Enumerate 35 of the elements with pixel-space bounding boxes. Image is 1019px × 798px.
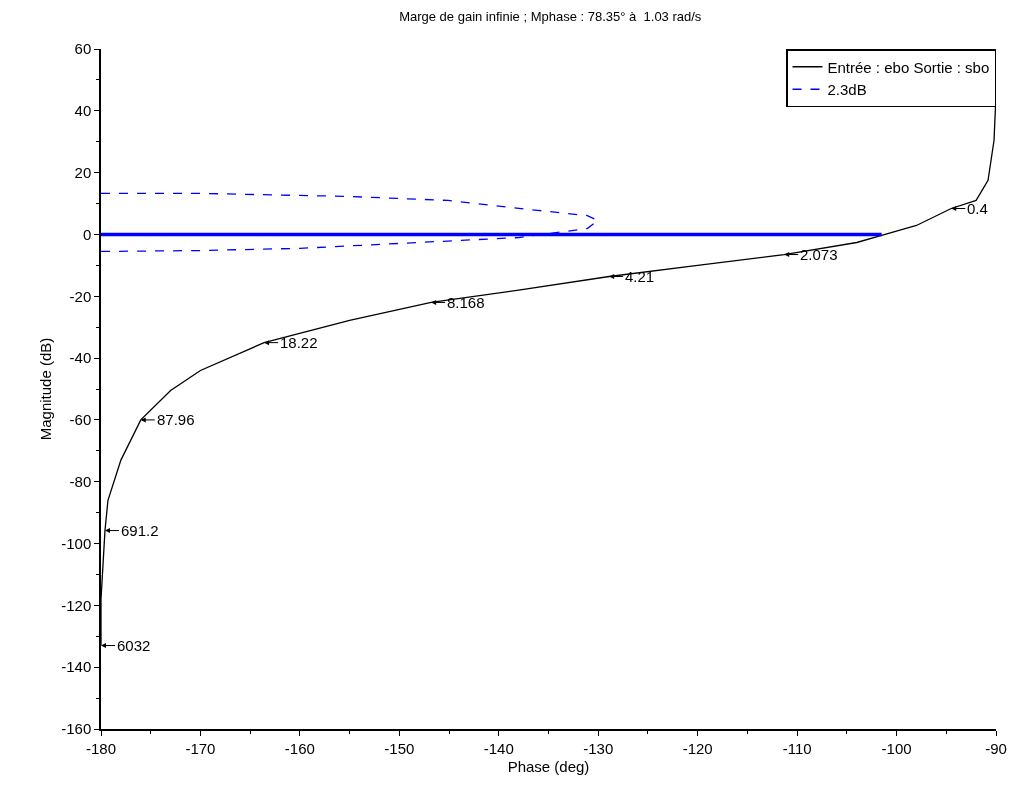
y-tick-label: -20 bbox=[69, 287, 92, 305]
annotation: 691.2 bbox=[121, 522, 159, 539]
x-tick-label: -180 bbox=[85, 739, 117, 757]
y-tick-label: 20 bbox=[74, 163, 92, 181]
x-tick-label: -110 bbox=[782, 739, 812, 757]
x-tick-label: -170 bbox=[185, 739, 216, 757]
y-tick-label: 60 bbox=[74, 40, 92, 58]
x-axis-title: Phase (deg) bbox=[507, 758, 590, 776]
y-tick-label: 40 bbox=[74, 102, 92, 120]
y-tick-label: -100 bbox=[61, 534, 92, 552]
x-tick-label: -90 bbox=[985, 739, 1007, 757]
x-tick-label: -150 bbox=[384, 739, 415, 757]
x-tick-label: -160 bbox=[284, 739, 315, 757]
annotation: 18.22 bbox=[280, 334, 318, 351]
legend-label: Entrée : ebo Sortie : sbo bbox=[827, 58, 990, 76]
x-tick-label: -140 bbox=[483, 739, 514, 757]
annotation: 87.96 bbox=[157, 411, 195, 428]
legend-label: 2.3dB bbox=[827, 81, 867, 99]
y-tick-label: -140 bbox=[61, 658, 92, 676]
y-tick-label: -120 bbox=[61, 596, 92, 614]
x-tick-label: -130 bbox=[583, 739, 614, 757]
annotation: 2.073 bbox=[800, 246, 838, 263]
annotation: 8.168 bbox=[447, 294, 485, 311]
x-tick-label: -100 bbox=[881, 739, 912, 757]
chart-title: Marge de gain infinie ; Mphase : 78.35° à 1.03 rad/s bbox=[399, 9, 702, 25]
annotation: 6032 bbox=[117, 637, 151, 654]
x-tick-label: -120 bbox=[682, 739, 713, 757]
y-tick-label: -80 bbox=[69, 472, 92, 490]
annotation: 0.4 bbox=[967, 200, 988, 217]
y-tick-label: 0 bbox=[82, 225, 92, 243]
annotation: 4.21 bbox=[625, 268, 655, 285]
y-tick-label: -160 bbox=[61, 720, 92, 738]
y-axis-title: Magnitude (dB) bbox=[36, 337, 54, 441]
y-tick-label: -60 bbox=[69, 411, 92, 429]
y-tick-label: -40 bbox=[69, 349, 92, 367]
